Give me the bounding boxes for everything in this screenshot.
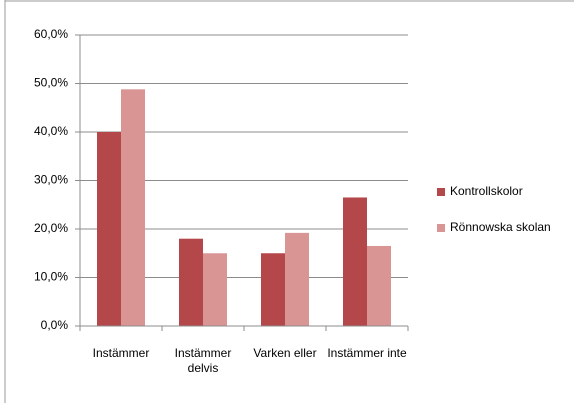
x-tick-label: Varken eller bbox=[253, 346, 317, 360]
legend-swatch bbox=[437, 224, 445, 232]
bar bbox=[285, 232, 309, 326]
legend-label: Rönnowska skolan bbox=[450, 220, 551, 234]
y-tick-label: 10,0% bbox=[34, 270, 68, 284]
bar bbox=[179, 238, 203, 326]
y-tick-label: 20,0% bbox=[34, 221, 68, 235]
bar bbox=[97, 132, 121, 326]
bar bbox=[203, 253, 227, 326]
bar bbox=[343, 197, 367, 326]
bar bbox=[367, 245, 391, 326]
x-tick-label: Instämmer bbox=[92, 346, 150, 360]
y-tick-label: 50,0% bbox=[34, 76, 68, 90]
legend-swatch bbox=[437, 188, 445, 196]
bar bbox=[121, 89, 145, 326]
y-tick-label: 60,0% bbox=[34, 27, 68, 41]
y-tick-label: 30,0% bbox=[34, 173, 68, 187]
legend-label: Kontrollskolor bbox=[450, 184, 523, 198]
y-tick-label: 0,0% bbox=[41, 318, 69, 332]
bar bbox=[261, 253, 285, 326]
x-tick-label: Instämmer inte bbox=[327, 346, 407, 360]
x-tick-label: Instämmer delvis bbox=[174, 346, 232, 375]
y-tick-label: 40,0% bbox=[34, 124, 68, 138]
